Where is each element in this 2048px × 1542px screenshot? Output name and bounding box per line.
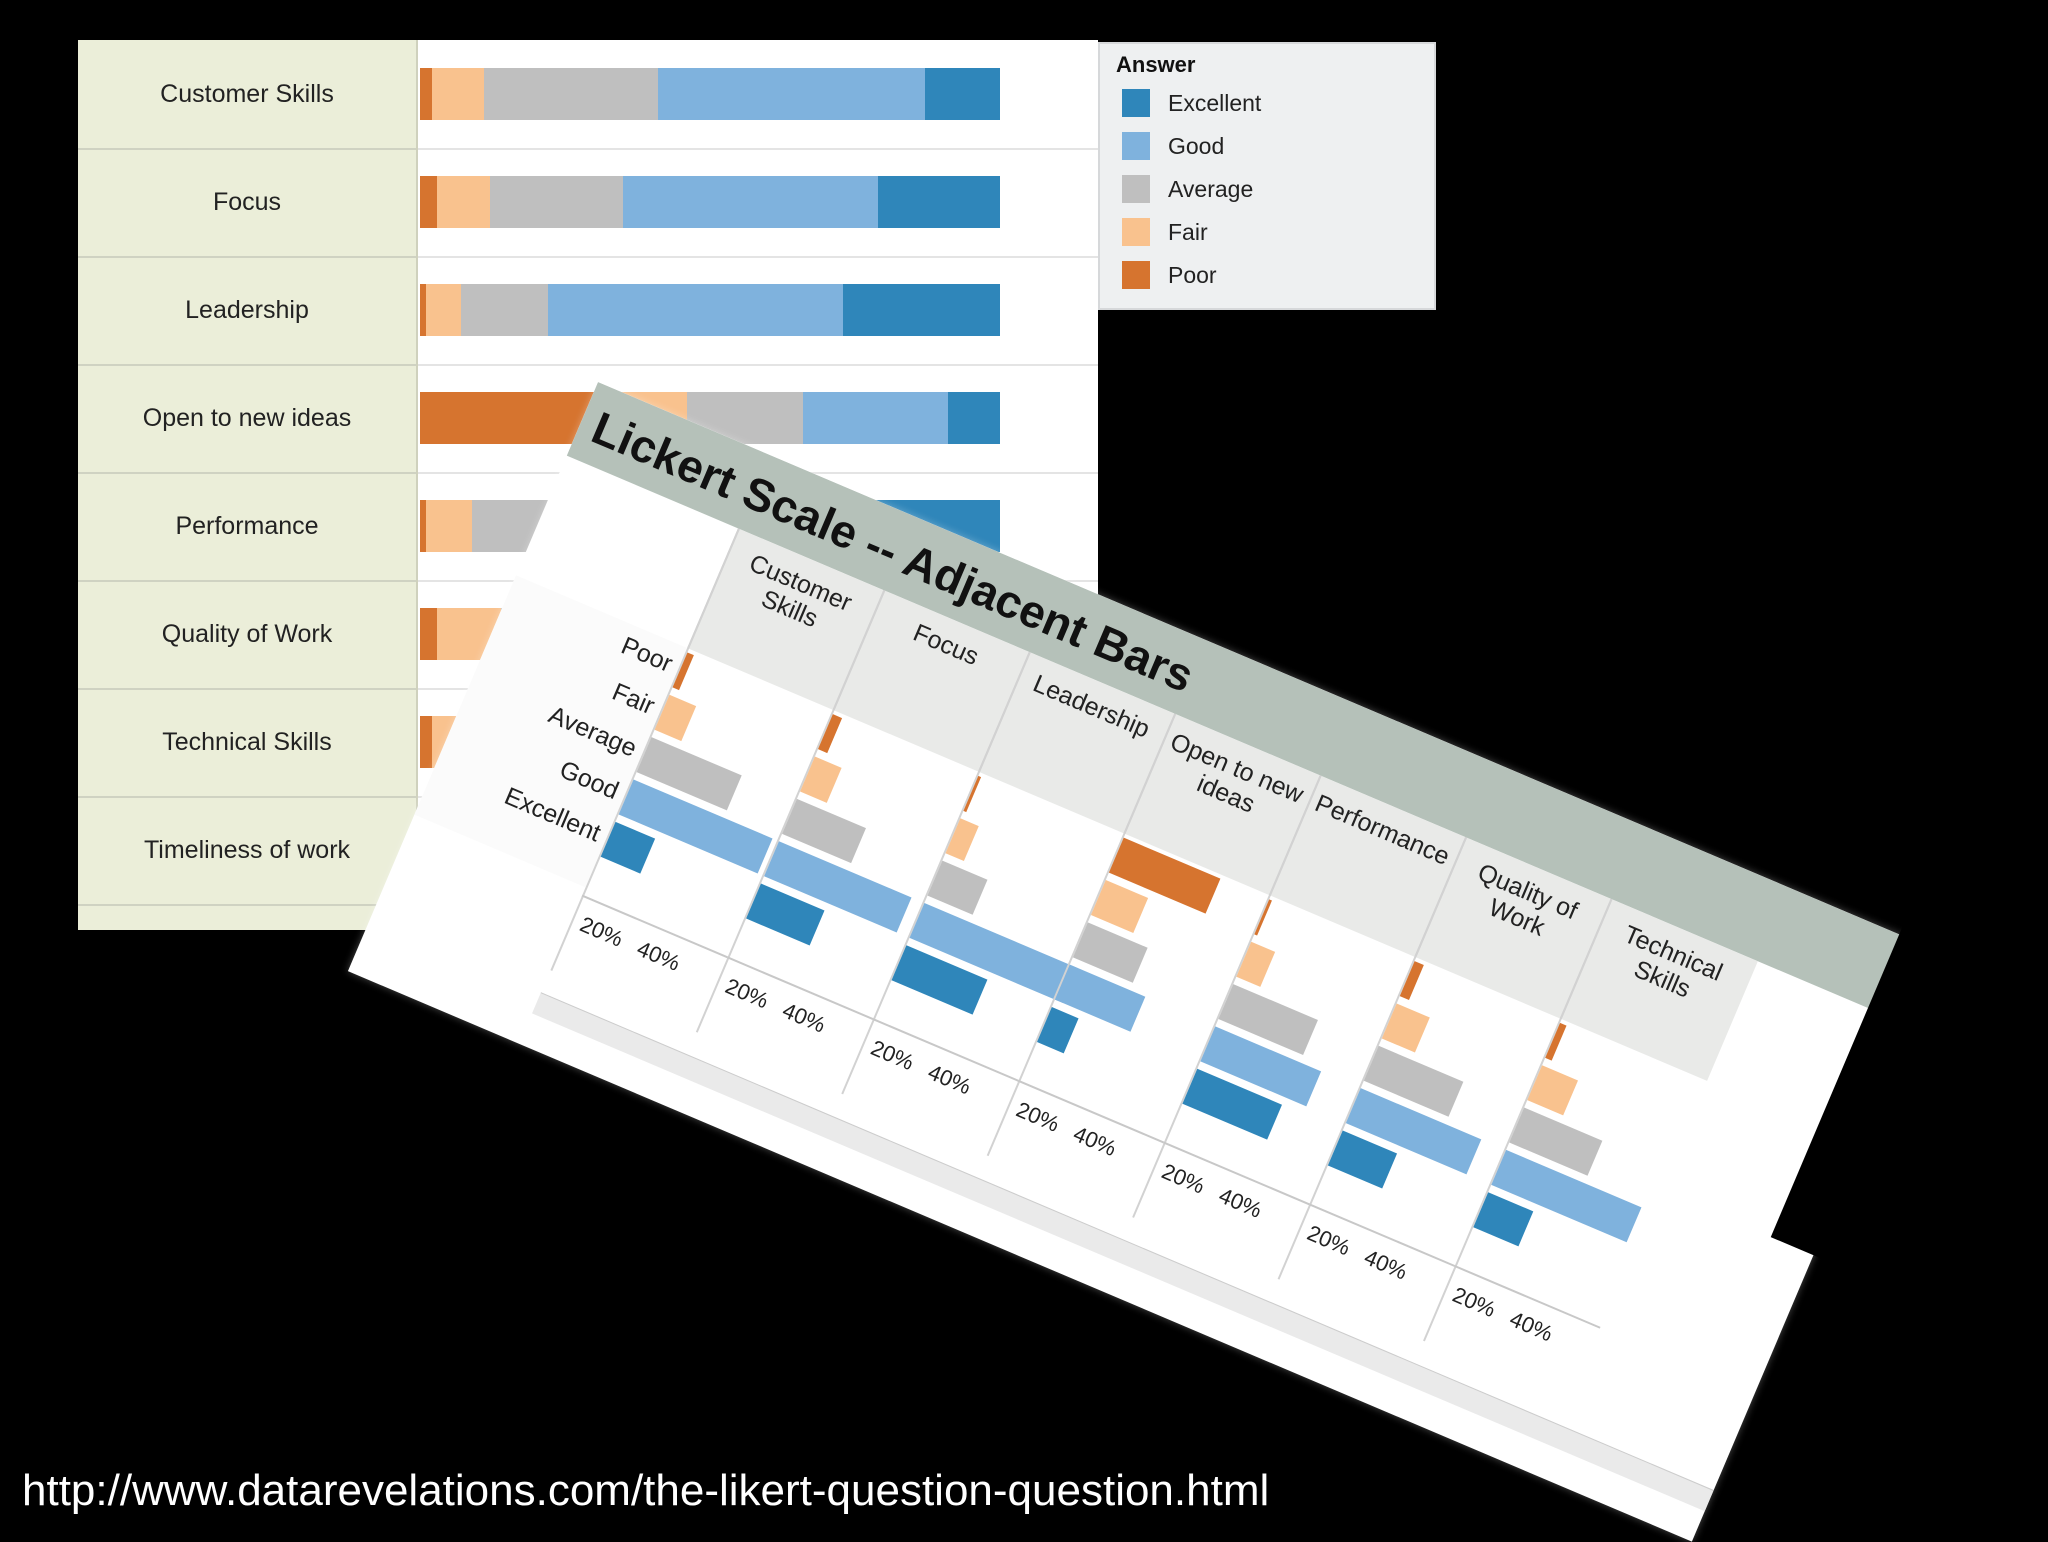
bar-segment-average — [483, 68, 658, 120]
bar-segment-fair — [425, 500, 473, 552]
bar-segment-excellent — [947, 392, 1000, 444]
x-tick-label: 40% — [778, 997, 830, 1038]
category-label: Timeliness of work — [78, 796, 416, 906]
bar-segment-good — [547, 284, 844, 336]
source-url: http://www.datarevelations.com/the-liker… — [22, 1466, 1270, 1515]
bar-segment-poor — [420, 716, 432, 768]
legend-swatch — [1122, 261, 1150, 289]
bar-segment-good — [657, 68, 925, 120]
x-tick-label: 40% — [1360, 1244, 1411, 1285]
legend-label: Excellent — [1168, 90, 1262, 116]
category-label: Performance — [78, 472, 416, 582]
category-label: Focus — [78, 148, 416, 258]
x-tick-label: 20% — [721, 973, 773, 1014]
bar-segment-poor — [420, 500, 426, 552]
legend: Answer Excellent Good Average Fair Poor — [1098, 42, 1436, 310]
x-tick-label: 40% — [1069, 1120, 1121, 1162]
category-label: Customer Skills — [78, 40, 416, 150]
x-tick-label: 40% — [633, 935, 684, 976]
bar-segment-fair — [425, 284, 461, 336]
legend-label: Average — [1168, 176, 1254, 202]
x-tick-label: 20% — [1012, 1096, 1064, 1137]
category-label: Open to new ideas — [78, 364, 416, 474]
bar-segment-excellent — [878, 176, 1000, 228]
x-tick-label: 20% — [1158, 1158, 1209, 1199]
category-label: Quality of Work — [78, 580, 416, 690]
legend-label: Good — [1168, 133, 1225, 159]
x-tick-label: 40% — [1506, 1306, 1557, 1347]
legend-title: Answer — [1116, 52, 1196, 77]
x-tick-label: 20% — [576, 911, 627, 952]
bar-fair — [800, 756, 843, 804]
bar-segment-average — [489, 176, 623, 228]
bar-segment-fair — [437, 176, 490, 228]
bar-fair — [1527, 1065, 1579, 1116]
category-label-column: Customer Skills Focus Leadership Open to ne… — [78, 40, 418, 980]
legend-label: Poor — [1168, 262, 1217, 288]
x-tick-label: 40% — [924, 1059, 975, 1100]
answer-label: Poor — [617, 631, 677, 678]
row-band — [418, 256, 1098, 366]
bar-segment-good — [802, 392, 948, 444]
bar-excellent — [1037, 1007, 1079, 1054]
category-label: Technical Skills — [78, 688, 416, 798]
x-tick-label: 40% — [1215, 1182, 1266, 1223]
bar-fair — [945, 818, 979, 861]
bar-fair — [1236, 941, 1276, 987]
bar-segment-poor — [420, 68, 432, 120]
answer-label: Fair — [608, 677, 659, 721]
legend-swatch — [1122, 89, 1150, 117]
bar-poor — [963, 775, 982, 813]
adjacent-bars-chart: Lickert Scale -- Adjacent Bars Poor Fair A… — [347, 382, 1942, 1542]
x-tick-label: 20% — [867, 1034, 918, 1076]
bar-segment-poor — [420, 608, 438, 660]
bar-segment-good — [623, 176, 879, 228]
bar-segment-fair — [431, 68, 484, 120]
legend-swatch — [1122, 132, 1150, 160]
category-label: Leadership — [78, 256, 416, 366]
legend-swatch — [1122, 218, 1150, 246]
row-band — [418, 40, 1098, 150]
legend-swatch — [1122, 175, 1150, 203]
bar-segment-poor — [420, 284, 426, 336]
x-tick-label: 20% — [1449, 1281, 1500, 1323]
adjacent-bars-panel: Lickert Scale -- Adjacent Bars Poor Fair A… — [347, 382, 1942, 1542]
bar-fair — [1381, 1003, 1430, 1053]
bar-segment-average — [460, 284, 548, 336]
x-tick-label: 20% — [1303, 1220, 1354, 1261]
bar-poor — [1254, 899, 1273, 936]
legend-label: Fair — [1168, 219, 1208, 245]
bar-segment-excellent — [843, 284, 1000, 336]
row-band — [418, 148, 1098, 258]
answer-label: Good — [555, 755, 623, 806]
bar-segment-excellent — [924, 68, 1000, 120]
bar-segment-poor — [420, 176, 438, 228]
